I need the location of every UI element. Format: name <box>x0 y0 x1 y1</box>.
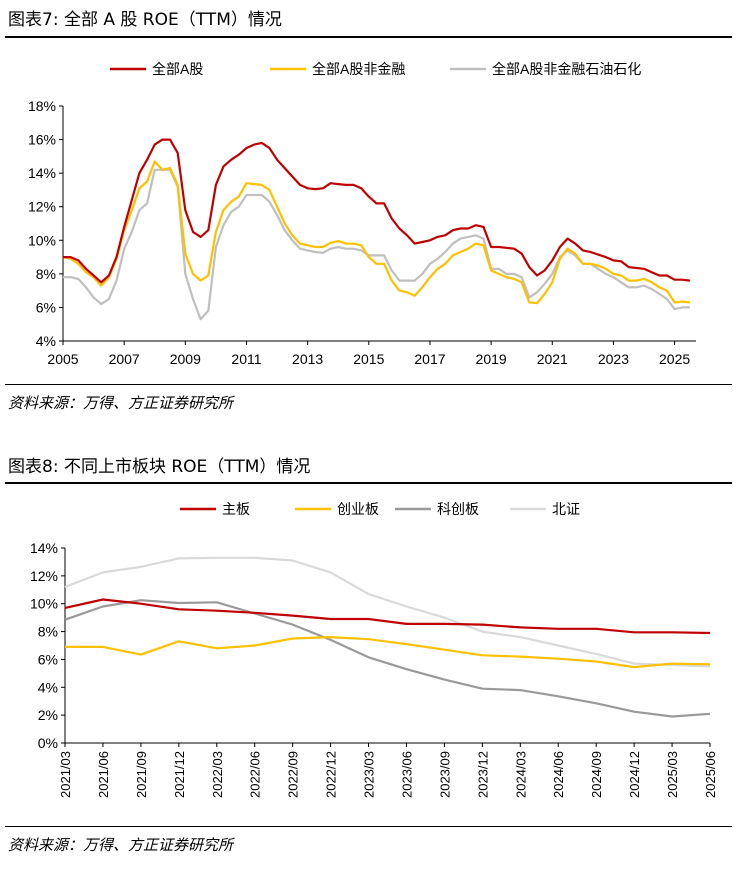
legend-label-1: 创业板 <box>337 501 379 517</box>
x-tick-label-15: 2024/12 <box>627 751 642 798</box>
legend-label-0: 主板 <box>222 501 250 517</box>
x-tick-label-5: 2015 <box>353 351 384 367</box>
y-tick-label-7: 14% <box>30 540 58 556</box>
legend-label-2: 全部A股非金融石油石化 <box>492 61 641 77</box>
series-line-2 <box>63 168 690 321</box>
series-line-0 <box>64 598 711 635</box>
figure1-bottom-rule <box>5 384 732 385</box>
y-tick-label-3: 10% <box>28 232 56 248</box>
x-tick-label-6: 2017 <box>414 351 445 367</box>
x-tick-label-9: 2023 <box>598 351 629 367</box>
y-tick-label-4: 8% <box>38 624 58 640</box>
y-tick-label-2: 4% <box>38 679 58 695</box>
x-tick-label-4: 2022/03 <box>210 751 225 798</box>
x-tick-label-3: 2021/12 <box>172 751 187 798</box>
series-line-0 <box>63 138 691 284</box>
x-tick-label-9: 2023/06 <box>399 751 414 798</box>
legend-label-1: 全部A股非金融 <box>312 61 405 77</box>
y-tick-label-1: 2% <box>38 707 58 723</box>
x-tick-label-6: 2022/09 <box>286 751 301 798</box>
y-tick-label-5: 10% <box>30 596 58 612</box>
figure2-top-rule <box>5 482 732 484</box>
x-tick-label-4: 2013 <box>292 351 323 367</box>
x-tick-label-2: 2009 <box>170 351 201 367</box>
x-tick-label-10: 2025 <box>659 351 690 367</box>
x-tick-label-1: 2021/06 <box>96 751 111 798</box>
series-line-3 <box>64 556 711 668</box>
series-line-1 <box>65 636 711 669</box>
x-tick-label-7: 2022/12 <box>324 751 339 798</box>
x-tick-label-10: 2023/09 <box>437 751 452 798</box>
figure2-bottom-rule <box>5 826 732 827</box>
x-tick-label-16: 2025/03 <box>665 751 680 798</box>
y-tick-label-0: 4% <box>36 333 56 349</box>
figure2-title: 图表8: 不同上市板块 ROE（TTM）情况 <box>8 457 311 477</box>
y-tick-label-6: 12% <box>30 568 58 584</box>
series-line-1 <box>62 160 691 305</box>
y-tick-label-4: 12% <box>28 199 56 215</box>
y-tick-label-3: 6% <box>38 651 58 667</box>
x-tick-label-14: 2024/09 <box>589 751 604 798</box>
legend-label-3: 北证 <box>552 501 580 517</box>
x-tick-label-0: 2005 <box>47 351 78 367</box>
x-tick-label-0: 2021/03 <box>58 751 73 798</box>
figure1-source: 资料来源：万得、方正证券研究所 <box>8 394 234 412</box>
figure2-source: 资料来源：万得、方正证券研究所 <box>8 836 234 854</box>
x-tick-label-3: 2011 <box>231 351 261 367</box>
x-tick-label-12: 2024/03 <box>513 751 528 798</box>
x-tick-label-2: 2021/09 <box>134 751 149 798</box>
roe-all-a-share-chart: 全部A股 全部A股非金融 全部A股非金融石油石化 4% 6% 8% 10% 12% 14% 16%… <box>28 61 696 367</box>
y-tick-label-5: 14% <box>28 165 56 181</box>
x-tick-label-7: 2019 <box>476 351 507 367</box>
x-tick-label-8: 2021 <box>537 351 568 367</box>
series-line-2 <box>64 599 711 718</box>
x-tick-label-11: 2023/12 <box>475 751 490 798</box>
y-tick-label-7: 18% <box>28 98 56 114</box>
y-tick-label-2: 8% <box>36 266 56 282</box>
y-tick-label-0: 0% <box>38 735 58 751</box>
roe-by-board-chart: 主板 创业板 科创板 北证 0% 2% 4% 6% 8% 10% 12% 14% 2021/03 2021… <box>30 501 718 798</box>
legend-label-2: 科创板 <box>437 501 479 517</box>
y-tick-label-6: 16% <box>28 132 56 148</box>
x-tick-label-17: 2025/06 <box>703 751 718 798</box>
x-tick-label-13: 2024/06 <box>551 751 566 798</box>
legend-label-0: 全部A股 <box>152 61 203 77</box>
y-tick-label-1: 6% <box>36 299 56 315</box>
x-tick-label-5: 2022/06 <box>248 751 263 798</box>
figure1-title: 图表7: 全部 A 股 ROE（TTM）情况 <box>8 10 282 30</box>
figure1-top-rule <box>5 36 732 38</box>
x-tick-label-1: 2007 <box>109 351 140 367</box>
x-tick-label-8: 2023/03 <box>362 751 377 798</box>
